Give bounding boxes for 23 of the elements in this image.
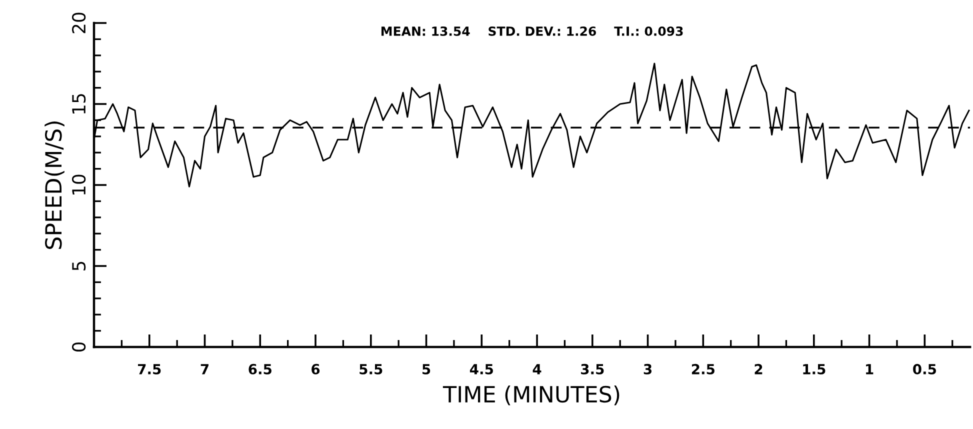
y-tick-label: 10 bbox=[72, 174, 86, 195]
x-axis-title: TIME (MINUTES) bbox=[442, 385, 620, 406]
x-tick-label: 0.5 bbox=[913, 364, 936, 374]
x-tick-label: 3.5 bbox=[581, 364, 604, 374]
annotation: MEAN: 13.54 STD. DEV.: 1.26 T.I.: 0.093 bbox=[381, 26, 683, 36]
x-tick-label: 3 bbox=[644, 364, 652, 374]
x-tick-label: 5 bbox=[422, 364, 430, 374]
y-tick-label: 0 bbox=[72, 342, 86, 352]
x-tick-label: 6 bbox=[312, 364, 320, 374]
x-tick-label: 5.5 bbox=[360, 364, 382, 374]
x-tick-label: 1.5 bbox=[803, 364, 826, 374]
x-tick-label: 2.5 bbox=[692, 364, 714, 374]
x-tick-label: 7.5 bbox=[138, 364, 161, 374]
x-tick-label: 6.5 bbox=[248, 364, 272, 374]
y-tick-label: 15 bbox=[72, 94, 86, 114]
x-tick-label: 1 bbox=[866, 364, 874, 374]
y-axis-title: SPEED(M/S) bbox=[44, 122, 64, 249]
x-tick-label: 7 bbox=[200, 364, 208, 374]
x-tick-label: 4.5 bbox=[470, 364, 493, 374]
x-tick-label: 4 bbox=[532, 364, 542, 374]
y-tick-label: 20 bbox=[72, 12, 86, 34]
x-tick-label: 2 bbox=[754, 364, 762, 374]
y-tick-label: 5 bbox=[72, 262, 86, 270]
